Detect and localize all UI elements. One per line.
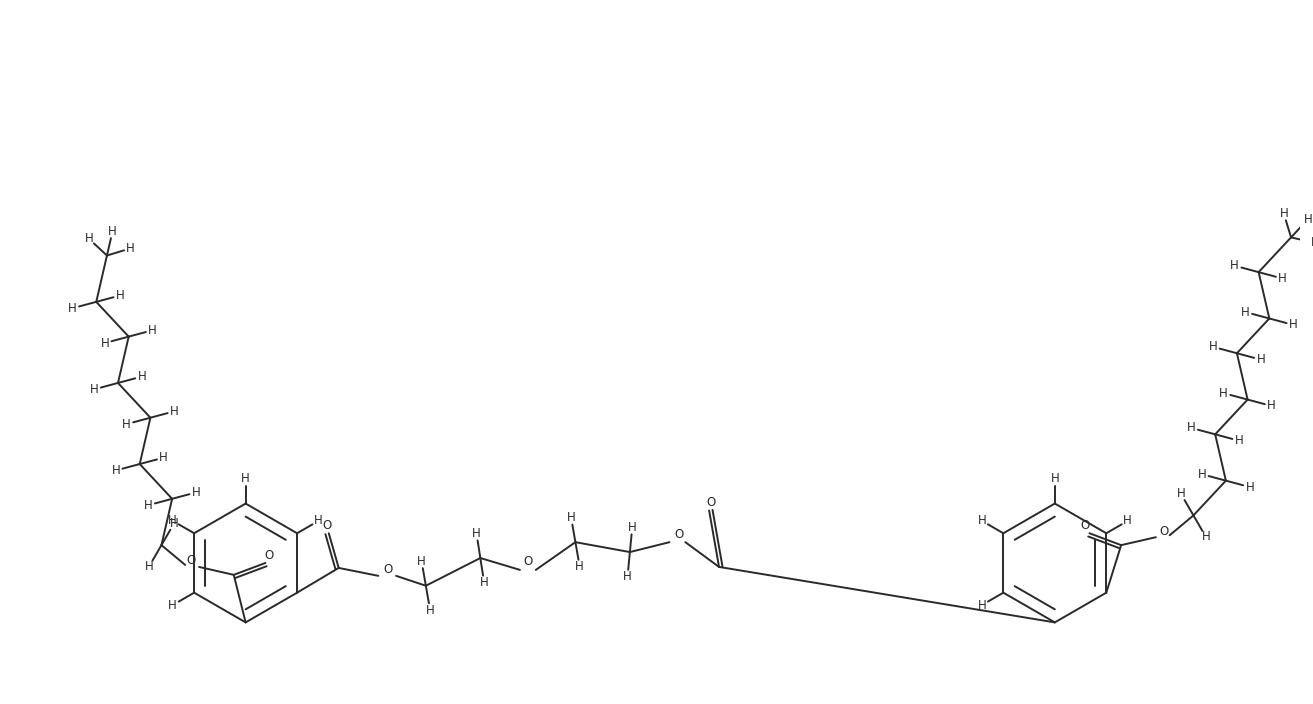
Text: H: H bbox=[138, 370, 146, 383]
Text: H: H bbox=[192, 486, 201, 499]
Text: O: O bbox=[706, 496, 716, 509]
Text: H: H bbox=[978, 515, 986, 527]
Text: H: H bbox=[1289, 318, 1297, 332]
Text: H: H bbox=[84, 232, 93, 245]
Text: H: H bbox=[1197, 467, 1207, 481]
Text: H: H bbox=[116, 289, 125, 302]
Text: H: H bbox=[624, 570, 632, 583]
Text: H: H bbox=[1278, 272, 1287, 285]
Text: H: H bbox=[1241, 306, 1250, 319]
Text: H: H bbox=[168, 515, 177, 527]
Text: H: H bbox=[1257, 353, 1266, 366]
Text: O: O bbox=[1081, 519, 1090, 532]
Text: H: H bbox=[242, 472, 249, 485]
Text: O: O bbox=[383, 563, 393, 577]
Text: H: H bbox=[1220, 386, 1228, 400]
Text: H: H bbox=[148, 324, 158, 337]
Text: H: H bbox=[1304, 213, 1312, 226]
Text: H: H bbox=[1267, 399, 1276, 413]
Text: H: H bbox=[418, 555, 425, 568]
Text: O: O bbox=[322, 519, 331, 532]
Text: H: H bbox=[1230, 259, 1239, 272]
Text: O: O bbox=[675, 528, 684, 541]
Text: H: H bbox=[112, 464, 121, 477]
Text: H: H bbox=[89, 383, 98, 396]
Text: H: H bbox=[1208, 340, 1217, 353]
Text: H: H bbox=[1234, 434, 1243, 447]
Text: H: H bbox=[628, 521, 637, 534]
Text: H: H bbox=[144, 498, 152, 512]
Text: H: H bbox=[122, 417, 131, 431]
Text: H: H bbox=[473, 527, 481, 540]
Text: H: H bbox=[567, 511, 575, 524]
Text: H: H bbox=[1201, 530, 1211, 543]
Text: H: H bbox=[108, 225, 117, 238]
Text: H: H bbox=[144, 560, 154, 573]
Text: H: H bbox=[1187, 422, 1196, 434]
Text: H: H bbox=[575, 560, 584, 573]
Text: H: H bbox=[425, 603, 435, 617]
Text: H: H bbox=[1050, 472, 1060, 485]
Text: H: H bbox=[1124, 515, 1132, 527]
Text: H: H bbox=[169, 405, 179, 417]
Text: H: H bbox=[100, 337, 109, 350]
Text: H: H bbox=[479, 576, 488, 589]
Text: H: H bbox=[1246, 481, 1254, 494]
Text: H: H bbox=[314, 515, 323, 527]
Text: O: O bbox=[265, 548, 274, 562]
Text: O: O bbox=[1159, 524, 1169, 538]
Text: H: H bbox=[1310, 237, 1313, 249]
Text: H: H bbox=[68, 302, 76, 315]
Text: H: H bbox=[126, 241, 135, 255]
Text: O: O bbox=[524, 555, 533, 568]
Text: O: O bbox=[186, 555, 196, 567]
Text: H: H bbox=[159, 451, 168, 464]
Text: H: H bbox=[1176, 487, 1186, 501]
Text: H: H bbox=[1279, 207, 1288, 220]
Text: H: H bbox=[169, 517, 179, 530]
Text: H: H bbox=[978, 598, 986, 612]
Text: H: H bbox=[168, 598, 177, 612]
